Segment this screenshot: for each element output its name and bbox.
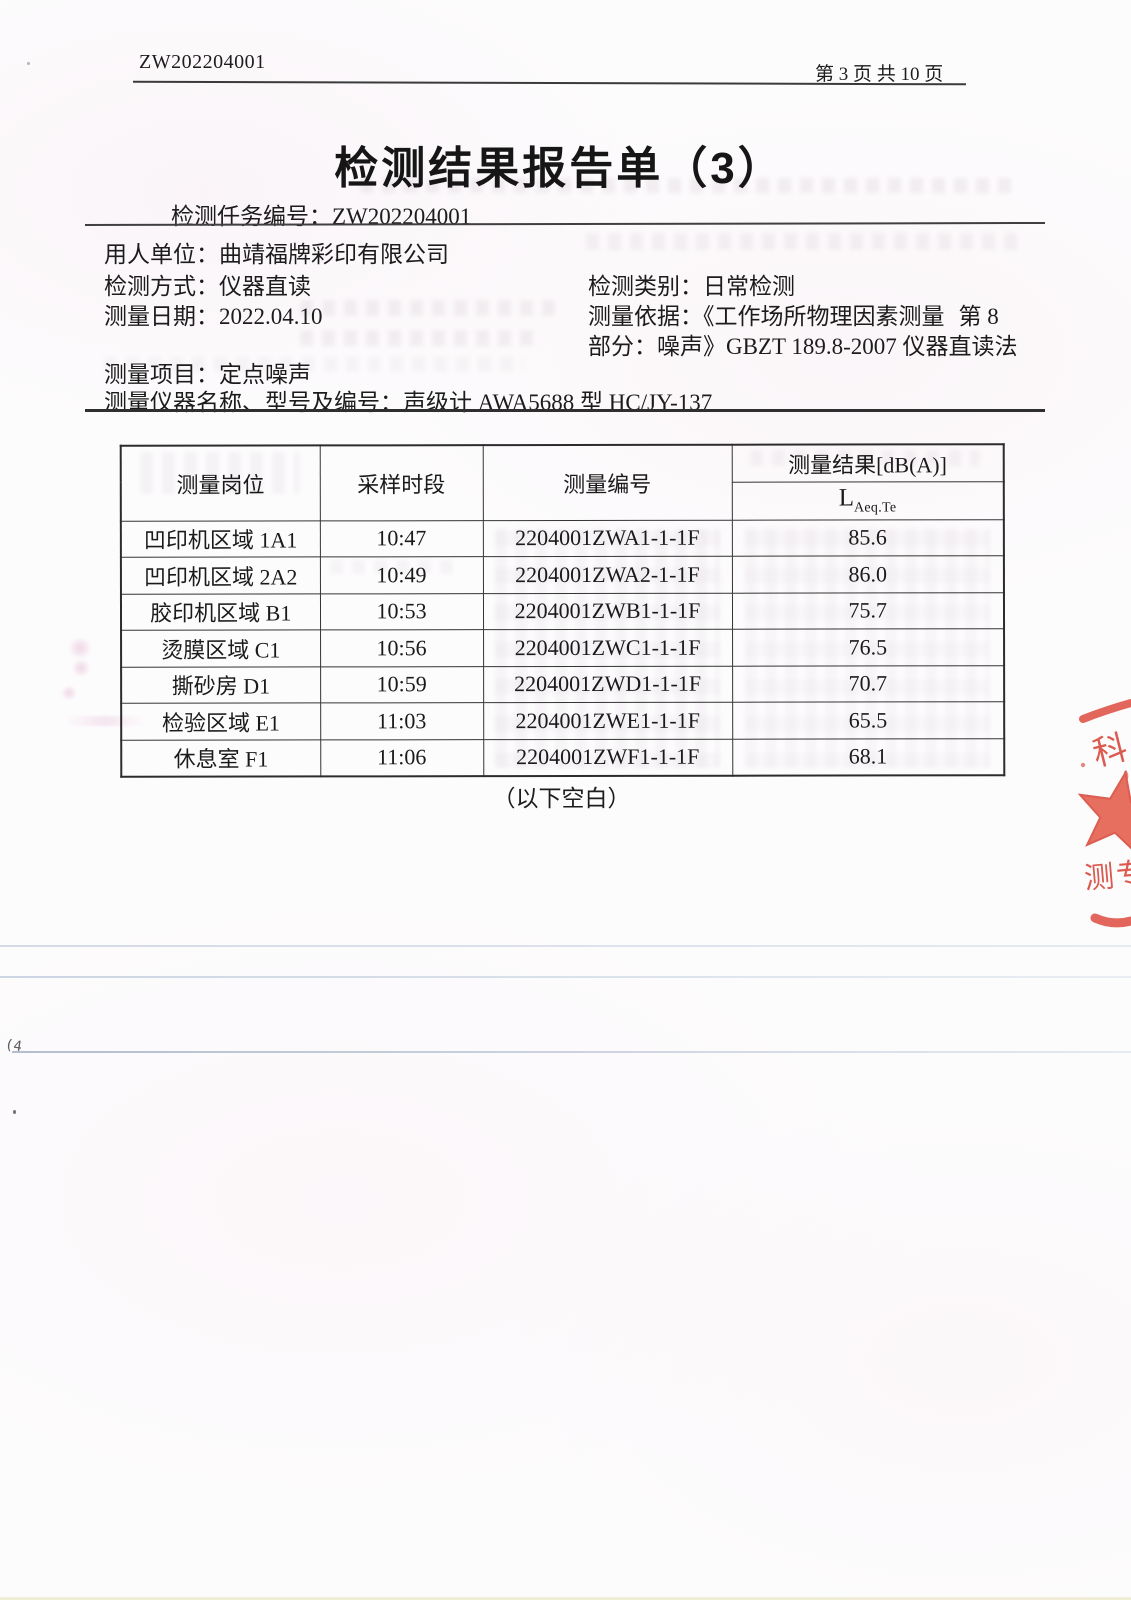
cell-sample-number: 2204001ZWB1-1-1F [482,592,733,630]
bleedthrough-smudge [300,300,555,316]
document-number: ZW202204001 [139,51,266,73]
category-value: 日常检测 [703,274,795,299]
date-value: 2022.04.10 [219,304,323,329]
employer-line: 用人单位：曲靖福牌彩印有限公司 [104,235,449,269]
basis-value-1-tail: 第 8 [958,304,999,329]
stamp-top-arc [1079,699,1131,723]
item-value: 定点噪声 [219,362,311,387]
table-row: 休息室 F1 11:06 2204001ZWF1-1-1F 68.1 [121,738,1005,777]
dust-speck [13,1110,16,1114]
stamp-top-char: 科 [1089,729,1131,774]
cell-result: 65.5 [732,701,1005,739]
bleedthrough-smudge [586,233,1026,250]
cell-sample-number: 2204001ZWD1-1-1F [483,665,733,703]
dust-speck [27,62,30,65]
cell-position: 胶印机区域 B1 [120,593,321,631]
company-stamp: 科 测专 [1078,699,1131,928]
page-title: 检测结果报告单（3） [334,144,785,193]
cell-result: 75.7 [731,592,1005,630]
table-row: 撕砂房 D1 10:59 2204001ZWD1-1-1F 70.7 [121,665,1005,704]
item-line: 测量项目：定点噪声 [104,355,311,389]
basis-line-2: 部分：噪声》GBZT 189.8-2007 仪器直读法 [588,327,1018,361]
cell-result: 85.6 [731,519,1004,557]
basis-value-2: 部分：噪声》GBZT 189.8-2007 仪器直读法 [588,334,1018,359]
cell-time: 10:56 [320,629,484,667]
col-header-position: 测量岗位 [120,445,320,521]
section-rule [85,409,1045,412]
ink-smudge [70,660,92,676]
date-label: 测量日期： [104,304,219,329]
cell-time: 10:47 [319,520,483,557]
cell-sample-number: 2204001ZWF1-1-1F [483,738,733,776]
cell-result: 76.5 [732,628,1005,666]
basis-value-1: 《工作场所物理因素测量 [703,304,945,329]
cell-result: 68.1 [732,738,1005,776]
cell-time: 10:53 [319,593,484,630]
laeq-symbol: L [838,484,854,512]
table-row: 烫膜区域 C1 10:56 2204001ZWC1-1-1F 76.5 [121,628,1005,667]
page-bottom-edge [0,1597,1131,1600]
scan-line [0,945,1131,947]
cell-result: 86.0 [731,555,1004,593]
employer-value: 曲靖福牌彩印有限公司 [219,242,449,267]
method-value: 仪器直读 [219,274,311,299]
page-indicator: 第 3 页 共 10 页 [815,64,944,85]
table-row: 胶印机区域 B1 10:53 2204001ZWB1-1-1F 75.7 [120,592,1005,631]
employer-label: 用人单位： [104,242,219,267]
cell-position: 凹印机区域 1A1 [120,520,320,558]
task-number-line: 检测任务编号：ZW202204001 [171,197,471,231]
stamp-bottom-chars: 测专 [1083,857,1131,895]
cell-position: 烫膜区域 C1 [121,629,321,667]
results-table-body: 凹印机区域 1A1 10:47 2204001ZWA1-1-1F 85.6 凹印… [120,519,1005,777]
table-row: 凹印机区域 1A1 10:47 2204001ZWA1-1-1F 85.6 [120,519,1004,558]
cell-sample-number: 2204001ZWC1-1-1F [483,629,733,667]
cell-position: 撕砂房 D1 [121,666,321,704]
cell-time: 10:59 [320,666,484,703]
blank-below-note: （以下空白） [492,786,631,811]
col-subheader-laeq: LAeq.Te [731,481,1004,520]
basis-line-1: 测量依据：《工作场所物理因素测量第 8 [588,297,999,331]
scan-line [0,976,1131,978]
cell-time: 11:03 [320,702,484,740]
stamp-star [1078,769,1131,850]
table-row: 凹印机区域 2A2 10:49 2204001ZWA2-1-1F 86.0 [120,555,1004,594]
method-line: 检测方式：仪器直读 [104,267,311,301]
item-label: 测量项目： [104,362,219,387]
cell-sample-number: 2204001ZWA2-1-1F [482,556,732,594]
ink-smudge [66,638,94,658]
cell-time: 11:06 [320,739,484,776]
date-line: 测量日期：2022.04.10 [104,297,323,331]
col-header-result: 测量结果[dB(A)] [731,444,1004,482]
cell-time: 10:49 [319,556,483,594]
cell-sample-number: 2204001ZWA1-1-1F [482,519,732,557]
cell-position: 凹印机区域 2A2 [120,556,320,594]
col-header-sample: 测量编号 [482,444,732,521]
laeq-subscript: Aeq.Te [853,500,897,516]
margin-mark: (4 [3,1036,23,1056]
scan-line [12,1051,1131,1053]
cell-position: 休息室 F1 [121,739,321,777]
bleedthrough-smudge [300,330,540,346]
category-label: 检测类别： [588,274,703,299]
method-label: 检测方式： [104,274,219,299]
stamp-ink-dot [1080,762,1086,768]
cell-result: 70.7 [732,665,1005,703]
cell-position: 检验区域 E1 [121,702,321,740]
category-line: 检测类别：日常检测 [588,267,795,301]
stamp-bottom-arc [1090,913,1131,928]
results-table-header: 测量岗位 采样时段 测量编号 测量结果[dB(A)] LAeq.Te [120,444,1004,521]
ink-smudge [60,686,78,700]
basis-label: 测量依据： [588,304,703,329]
table-row: 检验区域 E1 11:03 2204001ZWE1-1-1F 65.5 [121,701,1005,740]
col-header-time: 采样时段 [319,445,483,521]
results-table: 测量岗位 采样时段 测量编号 测量结果[dB(A)] LAeq.Te 凹印机区域… [119,443,1006,778]
cell-sample-number: 2204001ZWE1-1-1F [483,702,733,740]
